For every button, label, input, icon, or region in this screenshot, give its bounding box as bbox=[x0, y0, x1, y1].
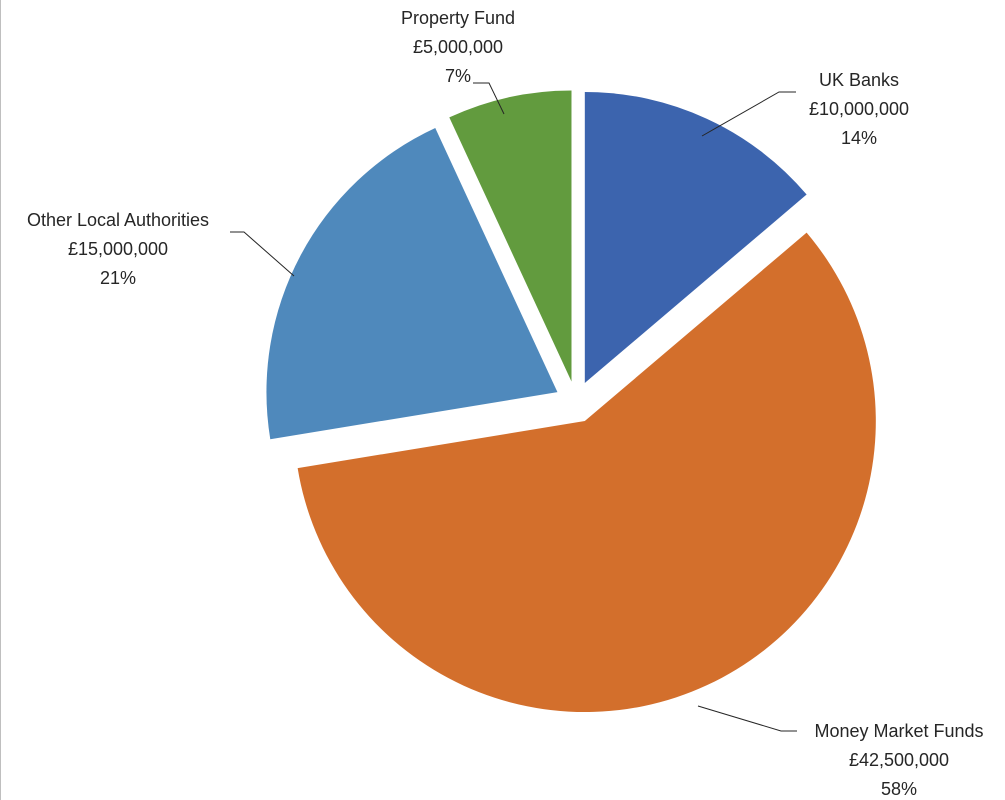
percent-label: 7% bbox=[445, 66, 471, 86]
value-label: £5,000,000 bbox=[413, 37, 503, 57]
percent-label: 58% bbox=[881, 779, 917, 799]
leader-line-other-local-authorities bbox=[230, 231, 295, 277]
category-label: Property Fund bbox=[401, 8, 515, 28]
value-label: £42,500,000 bbox=[849, 750, 949, 770]
leader-line-uk-banks bbox=[701, 91, 796, 137]
pie-slices bbox=[266, 90, 876, 713]
percent-label: 14% bbox=[841, 128, 877, 148]
slice-label-uk-banks: UK Banks £10,000,000 14% bbox=[809, 70, 909, 148]
percent-label: 21% bbox=[100, 268, 136, 288]
slice-labels: UK Banks £10,000,000 14% Money Market Funds… bbox=[27, 8, 984, 799]
leader-lines bbox=[230, 82, 797, 732]
category-label: Other Local Authorities bbox=[27, 210, 209, 230]
leader-line-money-market-funds bbox=[697, 705, 797, 732]
leader-line-property-fund bbox=[473, 82, 505, 115]
slice-label-money-market-funds: Money Market Funds £42,500,000 58% bbox=[814, 721, 983, 799]
value-label: £10,000,000 bbox=[809, 99, 909, 119]
category-label: UK Banks bbox=[819, 70, 899, 90]
slice-label-other-local-authorities: Other Local Authorities £15,000,000 21% bbox=[27, 210, 209, 288]
category-label: Money Market Funds bbox=[814, 721, 983, 741]
pie-slice-uk-banks bbox=[584, 91, 807, 383]
pie-slice-money-market-funds bbox=[297, 232, 876, 713]
value-label: £15,000,000 bbox=[68, 239, 168, 259]
pie-slice-property-fund bbox=[449, 90, 572, 382]
pie-slice-other-local-authorities bbox=[266, 128, 558, 440]
slice-label-property-fund: Property Fund £5,000,000 7% bbox=[401, 8, 515, 86]
